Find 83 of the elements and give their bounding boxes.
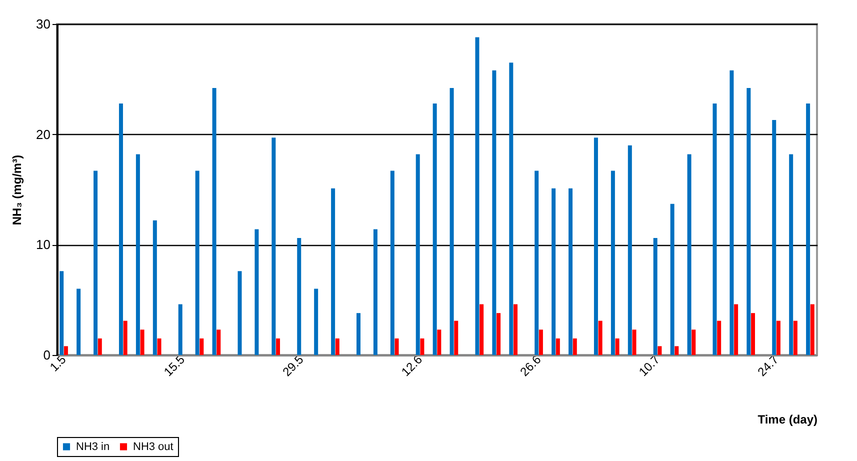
bar <box>674 346 679 355</box>
bar <box>492 70 496 355</box>
bar <box>356 313 360 355</box>
bar <box>538 330 543 355</box>
bar <box>335 338 340 355</box>
bar <box>496 313 501 355</box>
bar <box>331 188 336 355</box>
x-tick-label: 24.7 <box>754 352 782 379</box>
bar <box>552 188 556 355</box>
bar <box>653 238 658 355</box>
bar <box>195 170 200 355</box>
bar <box>394 338 399 355</box>
bar <box>416 154 420 355</box>
bar <box>776 320 780 355</box>
bar <box>734 304 738 355</box>
legend-label: NH3 in <box>76 440 110 453</box>
bar <box>615 338 620 355</box>
bar <box>789 154 794 355</box>
bar <box>140 330 144 355</box>
bar <box>450 88 454 355</box>
y-tick-label: 20 <box>36 126 50 142</box>
bar <box>136 154 140 355</box>
bar <box>276 338 280 355</box>
bar <box>94 170 98 355</box>
bar <box>60 271 64 355</box>
bar <box>687 154 692 355</box>
y-tick-label: 0 <box>43 348 50 362</box>
bar <box>475 37 480 355</box>
bar <box>632 330 636 355</box>
bar <box>670 204 674 355</box>
bar <box>123 320 128 355</box>
bar <box>390 170 394 355</box>
bar <box>297 238 302 355</box>
bar <box>534 170 539 355</box>
x-tick-label: 12.6 <box>398 352 426 379</box>
bar <box>806 103 810 355</box>
bar <box>98 338 102 355</box>
x-axis-title: Time (day) <box>758 412 818 426</box>
bar <box>157 338 162 355</box>
bar <box>594 138 598 355</box>
bar <box>658 346 662 355</box>
y-tick-label: 10 <box>36 237 50 252</box>
legend-label: NH3 out <box>133 440 174 453</box>
bar <box>373 229 378 355</box>
y-tick-label: 30 <box>36 16 50 32</box>
bar <box>178 304 182 355</box>
bar <box>717 320 722 355</box>
bar <box>746 88 751 355</box>
bar <box>556 338 560 355</box>
bar <box>238 271 242 355</box>
bar <box>216 330 221 355</box>
bar <box>568 188 573 355</box>
bar <box>572 338 577 355</box>
bar <box>628 145 632 355</box>
bar <box>200 338 204 355</box>
bar <box>254 229 259 355</box>
bar <box>793 320 798 355</box>
bar <box>730 70 734 355</box>
bar <box>692 330 696 355</box>
bar <box>212 88 216 355</box>
bar <box>712 103 717 355</box>
y-axis-title: NH₃ (mg/m³) <box>10 154 24 226</box>
bar <box>314 288 318 355</box>
x-tick-label: 26.6 <box>517 352 544 379</box>
bar <box>420 338 424 355</box>
bar <box>152 220 157 355</box>
bar <box>610 170 615 355</box>
bar <box>432 103 437 355</box>
bar <box>272 138 276 355</box>
x-tick-label: 15.5 <box>161 352 188 379</box>
x-tick-label: 29.5 <box>280 352 306 379</box>
bar <box>437 330 442 355</box>
bar <box>118 103 123 355</box>
bar <box>480 304 484 355</box>
bar <box>76 288 81 355</box>
bar <box>64 346 68 355</box>
bar <box>810 304 814 355</box>
bar <box>454 320 458 355</box>
bar <box>772 120 776 355</box>
bar <box>514 304 518 355</box>
bar <box>509 62 514 355</box>
bar <box>751 313 756 355</box>
bar <box>598 320 602 355</box>
